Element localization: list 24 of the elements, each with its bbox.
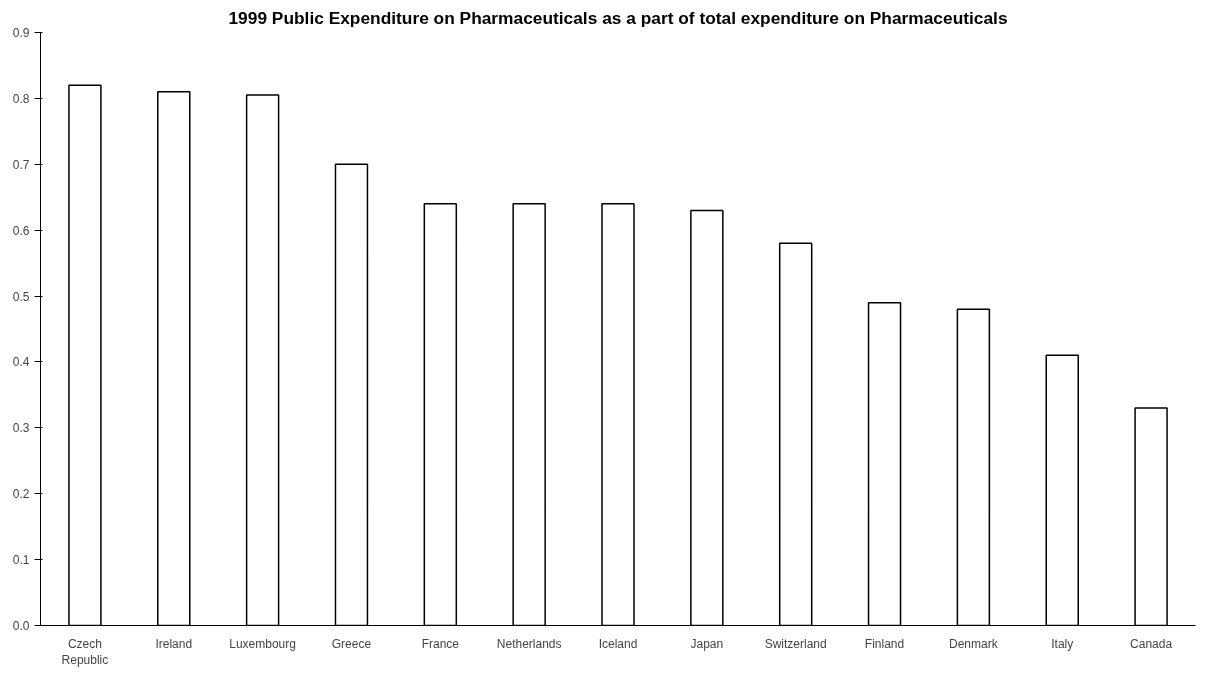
y-tick-label: 0.5 <box>12 289 30 304</box>
x-tick-label: Iceland <box>598 636 638 651</box>
x-tick-label: Greece <box>331 636 372 651</box>
y-tick-label: 0.9 <box>12 26 30 40</box>
x-tick-label: Italy <box>1051 636 1074 651</box>
x-tick-label: France <box>421 636 460 651</box>
x-tick-label: Finland <box>864 636 905 651</box>
y-tick-label: 0.8 <box>12 91 30 106</box>
chart-title: 1999 Public Expenditure on Pharmaceuticals as a part of total expenditure on Pharmaceuticals <box>228 7 1008 28</box>
y-tick-label: 0.7 <box>12 157 30 172</box>
x-tick-label: Ireland <box>155 636 193 651</box>
y-tick-label: 0.4 <box>12 355 30 370</box>
x-tick-label: Luxembourg <box>229 636 296 651</box>
x-tick-label: Czech Republic <box>61 636 109 668</box>
x-tick-label: Denmark <box>949 636 999 651</box>
y-tick-label: 0.1 <box>12 553 30 568</box>
y-tick-label: 0.2 <box>12 487 30 502</box>
y-tick-label: 0.6 <box>12 223 30 238</box>
x-tick-label: Japan <box>690 636 724 651</box>
x-tick-label: Canada <box>1130 636 1173 651</box>
x-tick-label: Switzerland <box>764 636 827 651</box>
y-tick-label: 0.0 <box>12 619 30 633</box>
y-tick-label: 0.3 <box>12 421 30 436</box>
x-tick-label: Netherlands <box>496 636 562 651</box>
